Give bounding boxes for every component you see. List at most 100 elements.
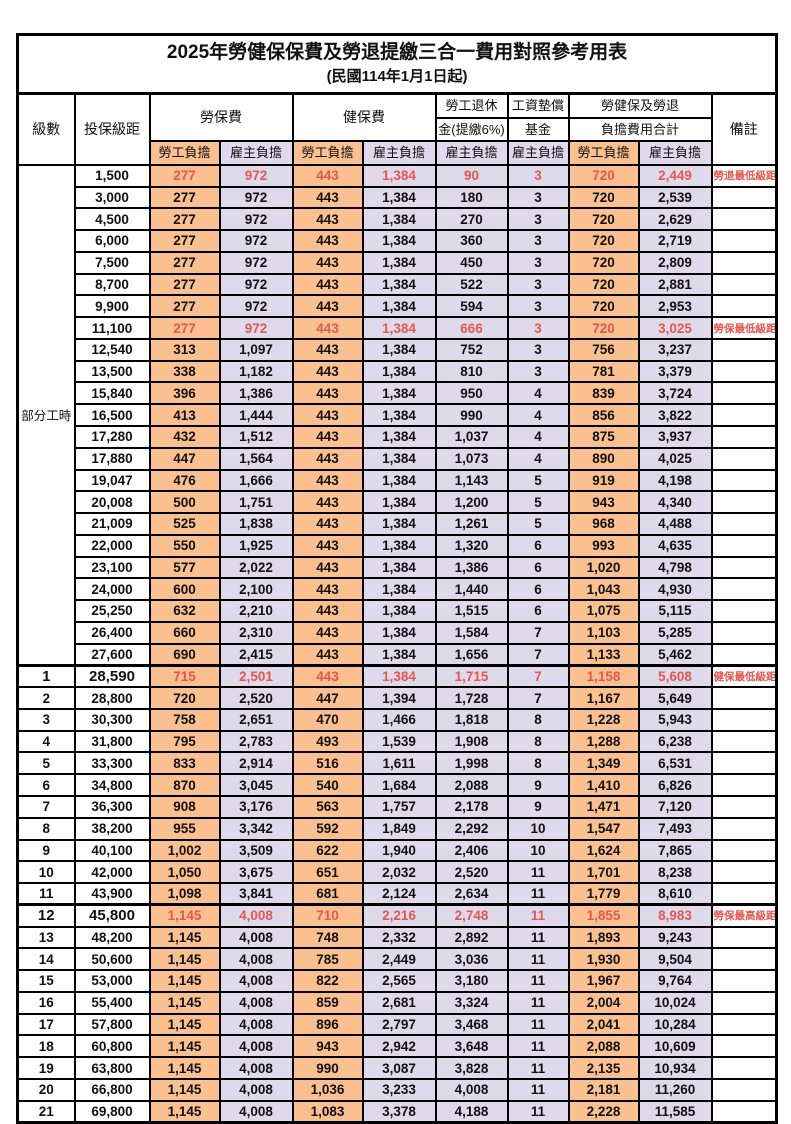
value-cell: 443 xyxy=(291,533,364,558)
bracket-cell: 6,000 xyxy=(73,229,151,253)
bracket-cell: 69,800 xyxy=(73,1099,151,1124)
value-cell: 5,462 xyxy=(637,642,713,667)
value-cell: 4,008 xyxy=(218,969,294,993)
value-cell: 1,384 xyxy=(361,468,437,493)
table-row: 11,100 277 972 443 1,384 666 3 720 3,025 勞保最低級距 xyxy=(18,316,778,340)
value-cell: 2,520 xyxy=(218,686,294,710)
value-cell: 594 xyxy=(434,294,509,319)
value-cell: 2,415 xyxy=(218,642,294,667)
table-row: 18 60,800 1,145 4,008 943 2,942 3,648 11 2,088 10… xyxy=(16,1034,778,1059)
value-cell: 4,008 xyxy=(218,925,294,950)
value-cell: 11,585 xyxy=(637,1099,713,1124)
value-cell: 943 xyxy=(567,490,640,515)
value-cell: 470 xyxy=(291,707,364,732)
value-cell: 1,037 xyxy=(434,424,509,449)
table-row: 6 34,800 870 3,045 540 1,684 2,088 9 1,410 6,826 xyxy=(16,773,778,797)
value-cell: 3,379 xyxy=(637,359,713,384)
value-cell: 11 xyxy=(506,1012,570,1037)
title-row: 2025年勞健保保費及勞退提繳三合一費用對照參考用表 (民國114年1月1日起) xyxy=(16,33,778,95)
value-cell: 1,384 xyxy=(361,512,437,536)
bracket-cell: 4,500 xyxy=(73,207,151,232)
bracket-cell: 38,200 xyxy=(73,816,151,841)
col-header-remark: 備註 xyxy=(710,92,778,166)
value-cell: 859 xyxy=(291,990,364,1015)
value-cell: 277 xyxy=(148,207,221,232)
remark-cell xyxy=(710,294,778,319)
value-cell: 443 xyxy=(291,403,364,427)
value-cell: 1,547 xyxy=(567,816,640,841)
value-cell: 856 xyxy=(567,403,640,427)
bracket-cell: 22,000 xyxy=(73,533,151,558)
remark-cell xyxy=(710,990,778,1015)
value-cell: 4,008 xyxy=(218,947,294,972)
value-cell: 660 xyxy=(148,620,221,645)
value-cell: 1,386 xyxy=(434,555,509,580)
value-cell: 839 xyxy=(567,381,640,406)
value-cell: 3,233 xyxy=(361,1077,437,1102)
value-cell: 3,378 xyxy=(361,1099,437,1124)
value-cell: 2,292 xyxy=(434,816,509,841)
value-cell: 4,008 xyxy=(218,1077,294,1102)
value-cell: 443 xyxy=(291,316,364,340)
value-cell: 3 xyxy=(506,337,570,362)
bracket-cell: 17,280 xyxy=(73,424,151,449)
value-cell: 943 xyxy=(291,1034,364,1059)
value-cell: 5,115 xyxy=(637,599,713,623)
remark-cell: 健保最低級距 xyxy=(710,663,778,689)
value-cell: 1,145 xyxy=(148,969,221,993)
bracket-cell: 13,500 xyxy=(73,359,151,384)
value-cell: 720 xyxy=(567,250,640,275)
value-cell: 7 xyxy=(506,620,570,645)
remark-cell xyxy=(710,729,778,754)
value-cell: 1,384 xyxy=(361,185,437,210)
value-cell: 1,384 xyxy=(361,663,437,689)
value-cell: 1,849 xyxy=(361,816,437,841)
value-cell: 443 xyxy=(291,381,364,406)
value-cell: 6 xyxy=(506,555,570,580)
value-cell: 3,648 xyxy=(434,1034,509,1059)
value-cell: 277 xyxy=(148,163,221,188)
value-cell: 7 xyxy=(506,663,570,689)
table-row: 14 50,600 1,145 4,008 785 2,449 3,036 11 1,930 9,… xyxy=(16,947,778,972)
value-cell: 443 xyxy=(291,446,364,471)
value-cell: 550 xyxy=(148,533,221,558)
value-cell: 1,384 xyxy=(361,533,437,558)
value-cell: 11,260 xyxy=(637,1077,713,1102)
value-cell: 833 xyxy=(148,751,221,776)
value-cell: 443 xyxy=(291,359,364,384)
bracket-cell: 11,100 xyxy=(73,316,151,340)
value-cell: 756 xyxy=(567,337,640,362)
value-cell: 11 xyxy=(506,882,570,906)
remark-cell xyxy=(710,686,778,710)
value-cell: 1,043 xyxy=(567,577,640,602)
value-cell: 443 xyxy=(291,185,364,210)
table-row: 部分工時 1,500 277 972 443 1,384 90 3 720 2,449 勞退最低級距 xyxy=(16,163,778,667)
value-cell: 720 xyxy=(567,207,640,232)
remark-cell xyxy=(710,751,778,776)
table-row: 25,250 632 2,210 443 1,384 1,515 6 1,075 5,115 xyxy=(18,599,778,623)
remark-cell xyxy=(710,947,778,972)
value-cell: 1,103 xyxy=(567,620,640,645)
remark-cell xyxy=(710,381,778,406)
remark-cell xyxy=(710,185,778,210)
remark-cell: 勞退最低級距 xyxy=(710,163,778,188)
value-cell: 2,634 xyxy=(434,882,509,906)
table-row: 15,840 396 1,386 443 1,384 950 4 839 3,724 xyxy=(18,381,778,406)
value-cell: 908 xyxy=(148,794,221,819)
value-cell: 3,828 xyxy=(434,1056,509,1080)
level-cell: 13 xyxy=(16,925,76,950)
value-cell: 7,120 xyxy=(637,794,713,819)
value-cell: 1,967 xyxy=(567,969,640,993)
value-cell: 443 xyxy=(291,468,364,493)
bracket-cell: 8,700 xyxy=(73,272,151,297)
remark-cell xyxy=(710,533,778,558)
table-row: 22,000 550 1,925 443 1,384 1,320 6 993 4,635 xyxy=(18,533,778,558)
value-cell: 1,564 xyxy=(218,446,294,471)
value-cell: 4,488 xyxy=(637,512,713,536)
level-cell: 3 xyxy=(16,707,76,732)
page-title: 2025年勞健保保費及勞退提繳三合一費用對照參考用表 xyxy=(166,42,628,63)
bracket-cell: 20,008 xyxy=(73,490,151,515)
value-cell: 810 xyxy=(434,359,509,384)
table-row: 13 48,200 1,145 4,008 748 2,332 2,892 11 1,893 9,… xyxy=(16,925,778,950)
value-cell: 2,228 xyxy=(567,1099,640,1124)
